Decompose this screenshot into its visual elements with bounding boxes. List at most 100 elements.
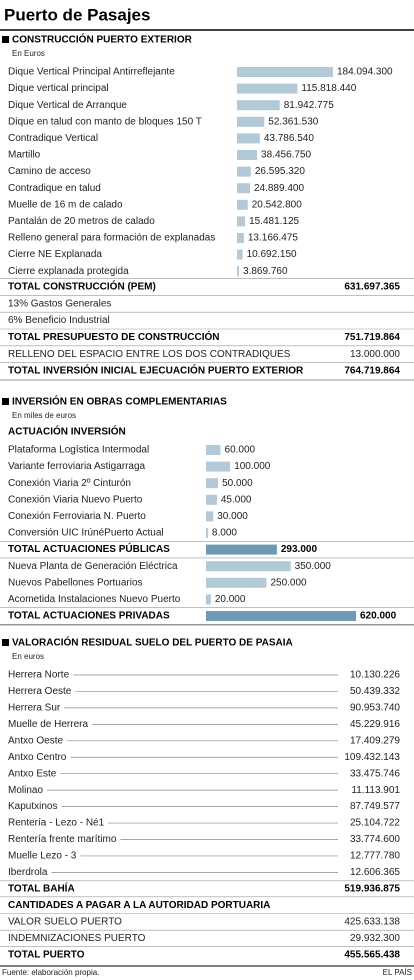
value-label: 115.818.440 xyxy=(301,83,356,94)
bar xyxy=(237,216,246,227)
bar xyxy=(237,116,265,127)
bar xyxy=(237,249,243,260)
section-title: CONSTRUCCIÓN PUERTO EXTERIOR xyxy=(12,33,193,46)
row-value: 11.113.901 xyxy=(351,785,400,796)
row-value: 10.130.226 xyxy=(350,670,400,681)
value-label: 250.000 xyxy=(270,577,307,588)
page-title: Puerto de Pasajes xyxy=(4,5,150,24)
section-marker xyxy=(2,398,9,405)
row-label: Muelle de Herrera xyxy=(8,719,88,730)
row-value: 33.774.600 xyxy=(350,834,400,845)
row-value: 90.953.740 xyxy=(350,703,400,714)
bar xyxy=(206,461,231,472)
row-label: Molinao xyxy=(8,785,43,796)
value-label: 15.481.125 xyxy=(249,216,299,227)
value-label: 45.000 xyxy=(221,494,252,505)
group-heading: CANTIDADES A PAGAR A LA AUTORIDAD PORTUA… xyxy=(8,900,270,911)
credit: EL PAÍS xyxy=(383,968,412,977)
summary-label: 6% Beneficio Industrial xyxy=(8,315,110,326)
summary-label: TOTAL INVERSIÓN INICIAL EJECUACIÓN PUERT… xyxy=(8,364,304,377)
value-label: 38.456.750 xyxy=(261,150,311,161)
row-label: Muelle Lezo - 3 xyxy=(8,851,77,862)
row-label: Variante ferroviaria Astigarraga xyxy=(8,461,146,472)
value-label: 26.595.320 xyxy=(255,166,305,177)
row-value: 25.104.722 xyxy=(350,818,400,829)
summary-value: 13.000.000 xyxy=(350,349,400,360)
row-label: Nuevos Pabellones Portuarios xyxy=(8,577,143,588)
bar xyxy=(237,166,251,177)
row-label: Dique Vertical Principal Antirreflejante xyxy=(8,67,175,78)
row-label: Herrera Sur xyxy=(8,703,61,714)
total-value: 620.000 xyxy=(360,611,397,622)
row-label: Contradique en talud xyxy=(8,183,101,194)
row-label: Dique vertical principal xyxy=(8,83,109,94)
row-label: Antxo Centro xyxy=(8,752,67,763)
value-label: 20.000 xyxy=(215,594,246,605)
row-label: Cierre explanada protegida xyxy=(8,266,129,277)
row-value: 425.633.138 xyxy=(344,916,400,927)
value-label: 20.542.800 xyxy=(252,199,302,210)
bar xyxy=(237,183,250,194)
total-label: TOTAL ACTUACIONES PRIVADAS xyxy=(8,611,170,622)
section-unit: En Euros xyxy=(12,49,45,58)
summary-value: 631.697.365 xyxy=(344,282,400,293)
row-label: TOTAL PUERTO xyxy=(8,949,85,960)
section-marker xyxy=(2,36,9,43)
row-label: Pantalán de 20 metros de calado xyxy=(8,216,155,227)
total-label: TOTAL ACTUACIONES PÚBLICAS xyxy=(8,542,170,555)
section-unit: En miles de euros xyxy=(12,411,76,420)
row-value: 519.936.875 xyxy=(344,883,400,894)
section-title: VALORACIÓN RESIDUAL SUELO DEL PUERTO DE … xyxy=(12,636,293,649)
bar xyxy=(206,511,214,522)
bar xyxy=(206,494,217,505)
row-label: Kaputxinos xyxy=(8,801,57,812)
row-label: Conversión UIC IrúnéPuerto Actual xyxy=(8,528,164,539)
value-label: 43.786.540 xyxy=(264,133,314,144)
row-label: Cierre NE Explanada xyxy=(8,249,102,260)
summary-label: TOTAL CONSTRUCCIÓN (PEM) xyxy=(8,280,156,293)
bar xyxy=(206,478,219,489)
row-value: 33.475.746 xyxy=(350,768,400,779)
value-label: 3.869.760 xyxy=(243,266,288,277)
row-label: Relleno general para formación de explan… xyxy=(8,233,215,244)
row-label: TOTAL BAHÍA xyxy=(8,881,75,894)
row-value: 109.432.143 xyxy=(344,752,400,763)
row-label: Camino de acceso xyxy=(8,166,91,177)
row-label: Nueva Planta de Generación Eléctrica xyxy=(8,561,178,572)
row-label: INDEMNIZACIONES PUERTO xyxy=(8,933,146,944)
row-label: Acometida Instalaciones Nuevo Puerto xyxy=(8,594,181,605)
value-label: 100.000 xyxy=(234,461,271,472)
row-label: Rentería frente marítimo xyxy=(8,834,117,845)
value-label: 30.000 xyxy=(217,511,248,522)
section-marker xyxy=(2,639,9,646)
summary-value: 764.719.864 xyxy=(344,366,400,377)
bar xyxy=(237,100,280,111)
value-label: 52.361.530 xyxy=(268,116,318,127)
bar xyxy=(206,561,291,572)
bar xyxy=(206,577,267,588)
row-label: Muelle de 16 m de calado xyxy=(8,199,123,210)
value-label: 24.889.400 xyxy=(254,183,304,194)
row-label: Antxo Oeste xyxy=(8,735,63,746)
value-label: 60.000 xyxy=(225,445,256,456)
row-label: Conexión Ferroviaria N. Puerto xyxy=(8,511,146,522)
bar xyxy=(237,133,260,144)
group-heading: ACTUACIÓN INVERSIÓN xyxy=(8,425,126,438)
value-label: 184.094.300 xyxy=(337,67,393,78)
total-bar xyxy=(206,611,356,621)
row-label: Herrera Oeste xyxy=(8,686,72,697)
row-label: VALOR SUELO PUERTO xyxy=(8,916,122,927)
section-title: INVERSIÓN EN OBRAS COMPLEMENTARIAS xyxy=(12,395,227,408)
row-label: Dique en talud con manto de bloques 150 … xyxy=(8,116,202,127)
row-value: 12.606.365 xyxy=(350,867,400,878)
bar xyxy=(237,199,248,210)
value-label: 50.000 xyxy=(222,478,253,489)
source: Fuente: elaboración propia. xyxy=(2,968,99,977)
row-label: Antxo Este xyxy=(8,768,57,779)
value-label: 8.000 xyxy=(212,528,237,539)
value-label: 81.942.775 xyxy=(284,100,334,111)
bar xyxy=(206,445,221,455)
row-value: 29.932.300 xyxy=(350,933,400,944)
total-bar xyxy=(206,544,277,555)
